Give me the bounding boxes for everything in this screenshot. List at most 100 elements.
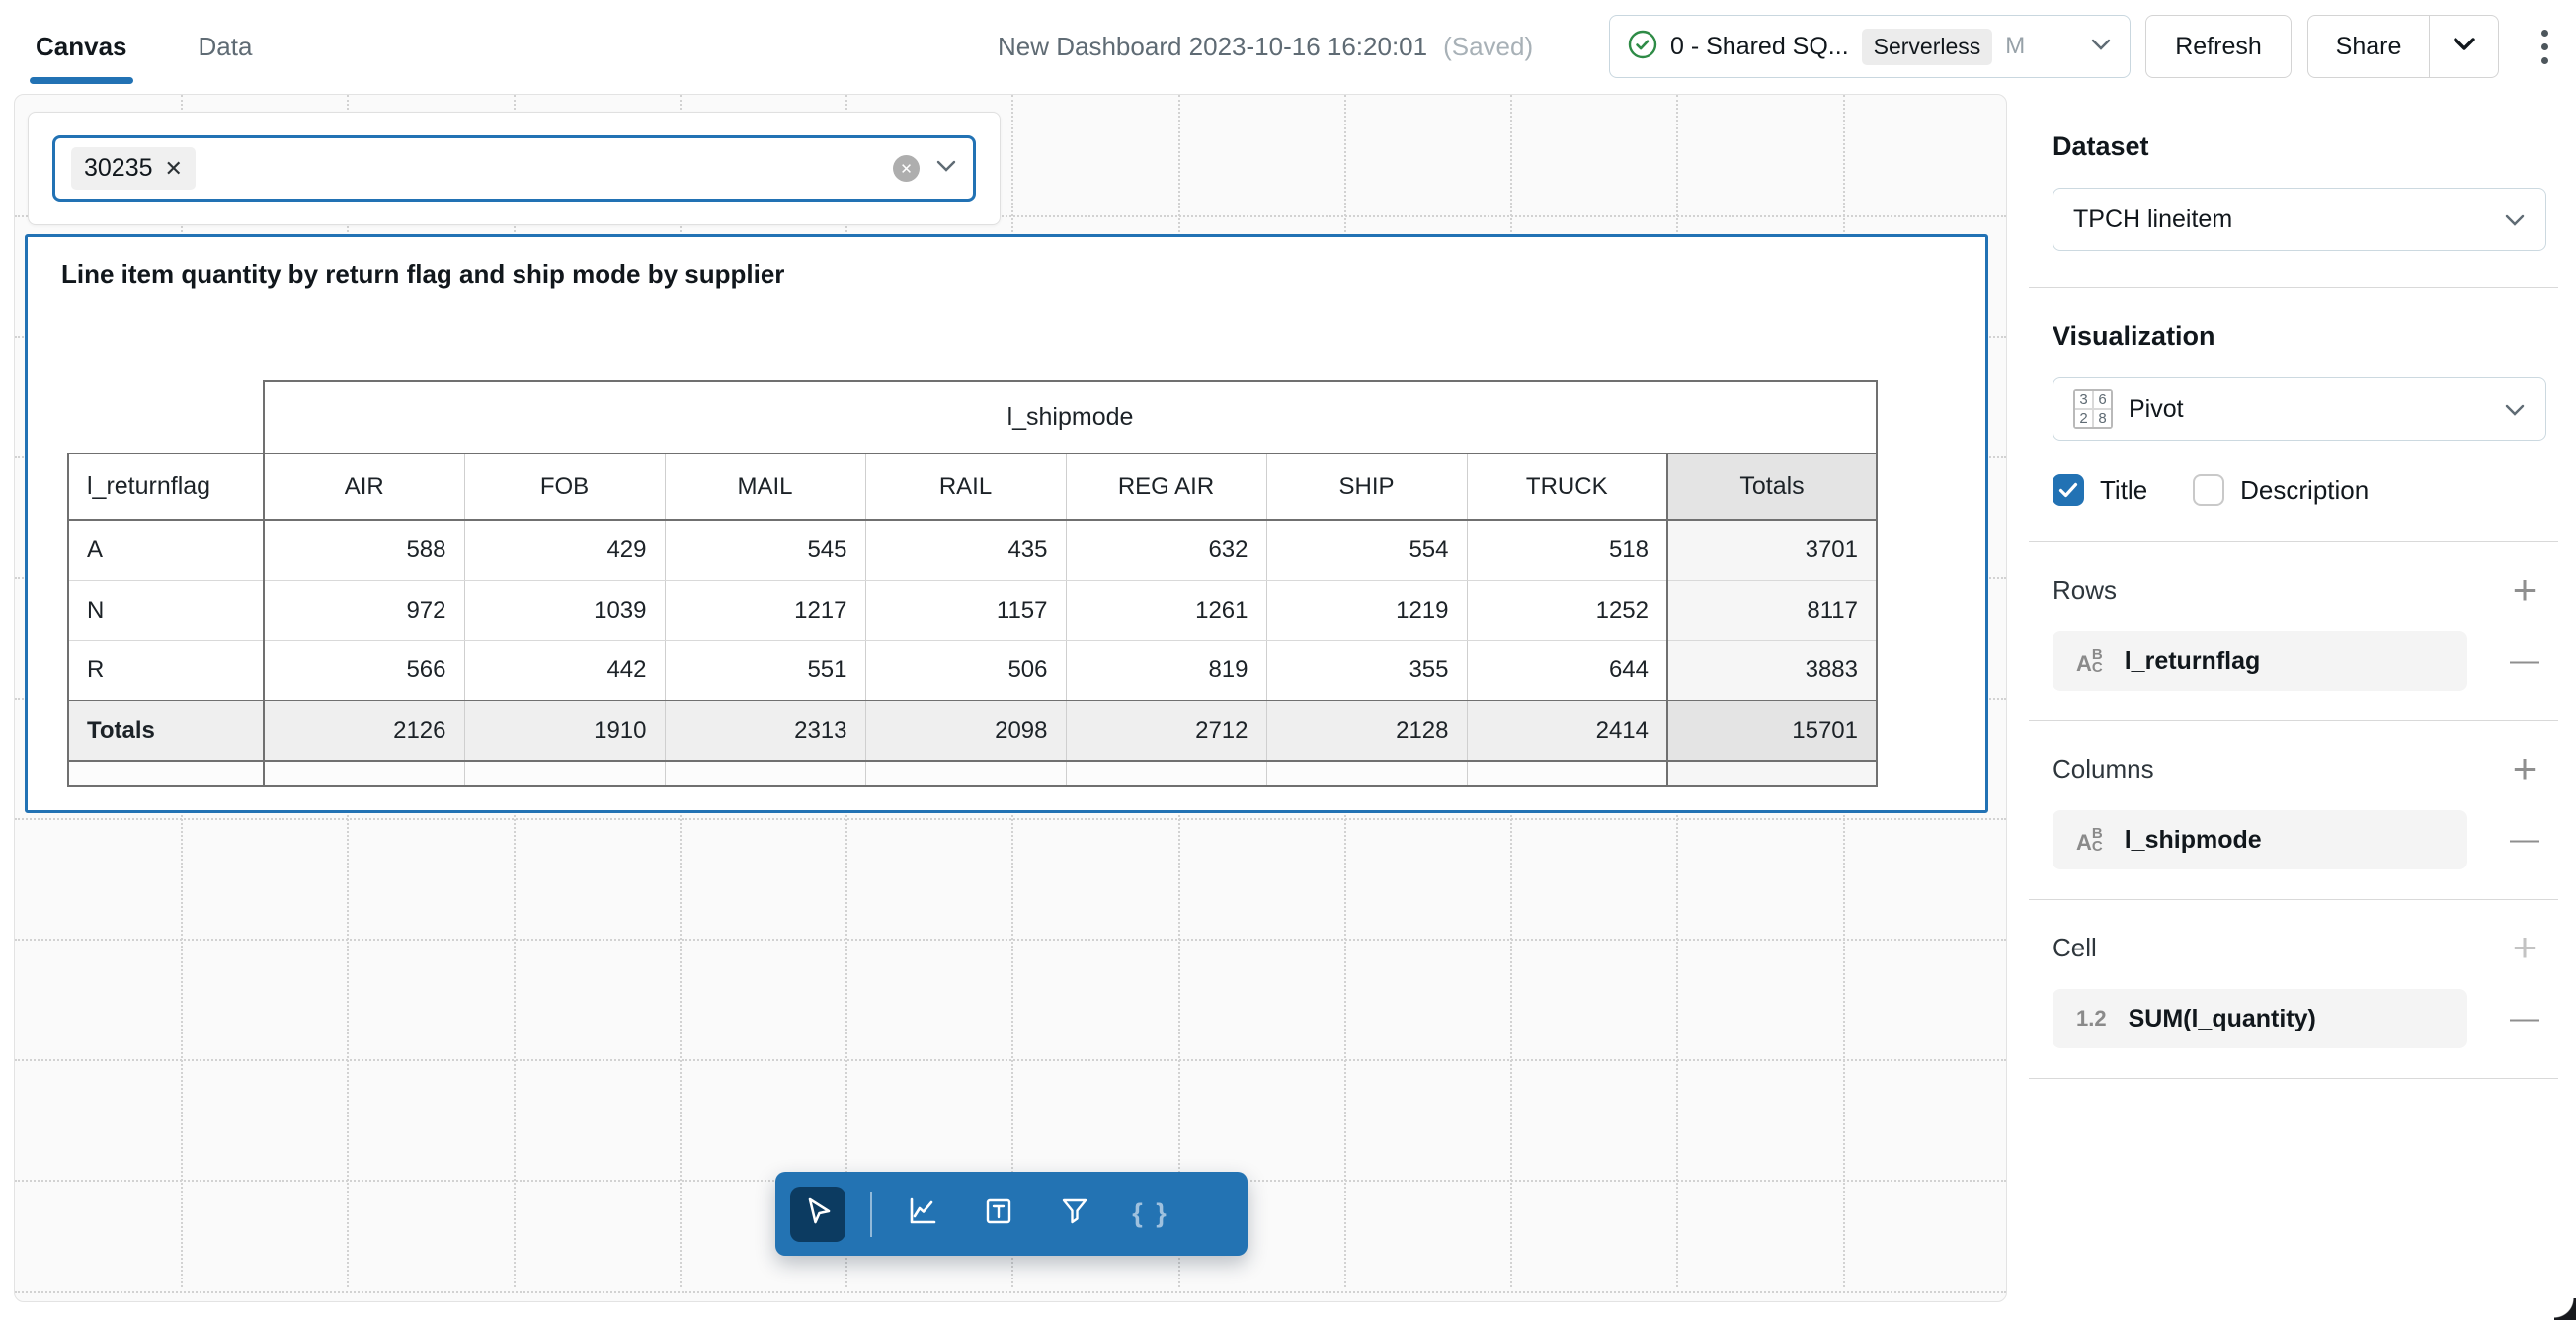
pivot-table-row: N 972 1039 1217 1157 1261 1219 1252 8117	[67, 580, 1878, 641]
pivot-cell: 1217	[664, 580, 865, 641]
pivot-cell	[664, 761, 865, 787]
chip-remove-icon[interactable]: ✕	[164, 155, 183, 181]
remove-column-field-button[interactable]: —	[2510, 823, 2539, 856]
string-type-icon: A B C	[2076, 825, 2103, 855]
saved-status: (Saved)	[1443, 32, 1534, 61]
pivot-table-row: A 588 429 545 435 632 554 518 3701	[67, 520, 1878, 581]
pivot-column-header: RAIL	[864, 453, 1066, 521]
pivot-totals-column-header: Totals	[1666, 453, 1878, 521]
grid-line	[15, 215, 2006, 217]
title-checkbox[interactable]	[2053, 474, 2084, 506]
pivot-column-header: TRUCK	[1466, 453, 1667, 521]
pivot-cell: 2414	[1466, 700, 1667, 762]
pivot-cell: 506	[864, 640, 1066, 701]
chevron-down-icon	[2453, 37, 2476, 56]
pivot-cell: 355	[1265, 640, 1467, 701]
columns-field-chip[interactable]: A B C l_shipmode	[2053, 810, 2467, 869]
pivot-row-label: N	[67, 580, 265, 641]
tab-data[interactable]: Data	[198, 32, 253, 61]
tab-canvas[interactable]: Canvas	[30, 0, 132, 94]
pivot-cell	[864, 761, 1066, 787]
filter-value-chip[interactable]: 30235 ✕	[71, 147, 196, 190]
rows-section: Rows + A B C l_returnflag —	[2053, 566, 2546, 691]
dashboard-title[interactable]: New Dashboard 2023-10-16 16:20:01	[998, 32, 1428, 61]
pivot-row-total: 3701	[1666, 520, 1878, 581]
add-column-field-button[interactable]: +	[2512, 745, 2537, 791]
pivot-cell: 1261	[1065, 580, 1266, 641]
pivot-row-total: 8117	[1666, 580, 1878, 641]
pivot-cell: 545	[664, 520, 865, 581]
add-row-field-button[interactable]: +	[2512, 566, 2537, 613]
pivot-cell: 554	[1265, 520, 1467, 581]
filter-multiselect-input[interactable]: 30235 ✕ ✕	[52, 135, 976, 202]
config-sidebar: Dataset TPCH lineitem Visualization 3 6 …	[2007, 94, 2576, 1320]
add-visualization-tool-button[interactable]	[897, 1189, 948, 1240]
warehouse-serverless-badge: Serverless	[1861, 28, 1993, 65]
description-checkbox-label[interactable]: Description	[2240, 474, 2370, 505]
pivot-cell: 1219	[1265, 580, 1467, 641]
add-parameter-tool-button[interactable]: { }	[1125, 1189, 1176, 1240]
add-text-tool-button[interactable]	[973, 1189, 1024, 1240]
pivot-viz-icon: 3 6 2 8	[2073, 389, 2113, 429]
cell-field-name: SUM(l_quantity)	[2128, 1004, 2316, 1032]
divider	[2029, 720, 2558, 721]
dashboard-canvas[interactable]: 30235 ✕ ✕ Line item quantity by return f…	[14, 94, 2007, 1302]
pivot-cell	[67, 761, 265, 787]
cell-field-chip[interactable]: 1.2 SUM(l_quantity)	[2053, 989, 2467, 1048]
remove-cell-field-button[interactable]: —	[2510, 1002, 2539, 1034]
pivot-column-header: FOB	[463, 453, 665, 521]
cell-section-label: Cell	[2053, 932, 2097, 962]
pivot-cell: 518	[1466, 520, 1667, 581]
chevron-down-icon	[2504, 395, 2526, 424]
pivot-cell: 1910	[463, 700, 665, 762]
overflow-menu-button[interactable]	[2525, 22, 2564, 71]
pivot-cell: 644	[1466, 640, 1667, 701]
refresh-button[interactable]: Refresh	[2145, 15, 2292, 78]
title-checkbox-label[interactable]: Title	[2100, 474, 2148, 505]
dashboard-title-group: New Dashboard 2023-10-16 16:20:01 (Saved…	[998, 0, 1533, 94]
warehouse-selector[interactable]: 0 - Shared SQ... Serverless M	[1609, 15, 2131, 78]
pivot-table: l_shipmode l_returnflag AIR FOB MAIL RAIL REG …	[67, 380, 1878, 787]
pivot-totals-row: Totals 2126 1910 2313 2098 2712 2128 2414 15701	[67, 700, 1878, 762]
clear-all-icon[interactable]: ✕	[893, 155, 920, 182]
description-checkbox[interactable]	[2193, 474, 2225, 506]
chevron-down-icon[interactable]	[935, 159, 957, 178]
pivot-cell: 972	[263, 580, 464, 641]
grid-line	[15, 1059, 2006, 1061]
columns-field-name: l_shipmode	[2124, 825, 2262, 854]
pivot-cell: 588	[263, 520, 464, 581]
pivot-grand-total: 15701	[1666, 700, 1878, 762]
pivot-column-header: MAIL	[664, 453, 865, 521]
divider	[2029, 287, 2558, 288]
pivot-column-header: REG AIR	[1065, 453, 1266, 521]
text-box-icon	[983, 1196, 1014, 1232]
numeric-type-icon: 1.2	[2076, 1006, 2107, 1031]
columns-section: Columns + A B C l_shipmode —	[2053, 745, 2546, 869]
dataset-select[interactable]: TPCH lineitem	[2053, 188, 2546, 251]
pivot-cell: 2098	[864, 700, 1066, 762]
rows-field-chip[interactable]: A B C l_returnflag	[2053, 631, 2467, 691]
pivot-column-group-header: l_shipmode	[263, 380, 1878, 454]
divider	[2029, 899, 2558, 900]
grid-line	[15, 818, 2006, 820]
visualization-heading: Visualization	[2053, 321, 2215, 351]
pivot-row-label: A	[67, 520, 265, 581]
filter-widget[interactable]: 30235 ✕ ✕	[28, 112, 1001, 225]
share-dropdown-button[interactable]	[2429, 16, 2498, 77]
pivot-cell: 2313	[664, 700, 865, 762]
pivot-widget[interactable]: Line item quantity by return flag and sh…	[25, 234, 1988, 813]
select-tool-button[interactable]	[790, 1186, 845, 1242]
string-type-icon: A B C	[2076, 646, 2103, 676]
warehouse-size: M	[2005, 33, 2026, 59]
grid-line	[15, 1291, 2006, 1293]
pivot-row-label: R	[67, 640, 265, 701]
pivot-cell	[1466, 761, 1667, 787]
display-options: Title Description	[2053, 474, 2546, 506]
add-filter-tool-button[interactable]	[1049, 1189, 1100, 1240]
remove-row-field-button[interactable]: —	[2510, 644, 2539, 677]
add-cell-field-button[interactable]: +	[2512, 924, 2537, 970]
share-button[interactable]: Share	[2335, 32, 2402, 60]
dataset-heading: Dataset	[2053, 131, 2149, 161]
visualization-select[interactable]: 3 6 2 8 Pivot	[2053, 377, 2546, 441]
pivot-cell: 566	[263, 640, 464, 701]
